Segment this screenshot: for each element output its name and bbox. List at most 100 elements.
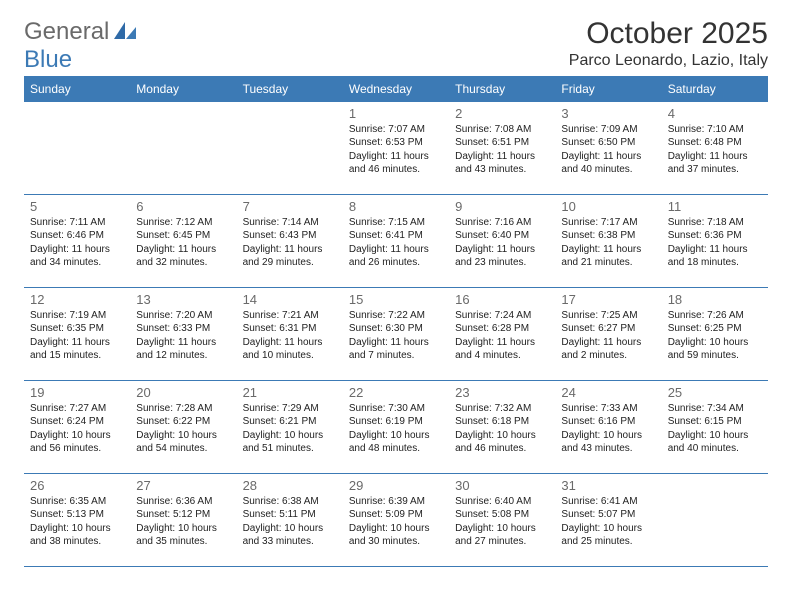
calendar-cell: 27Sunrise: 6:36 AMSunset: 5:12 PMDayligh… — [130, 473, 236, 566]
day-text: Sunrise: 7:18 AMSunset: 6:36 PMDaylight:… — [668, 216, 762, 270]
calendar-cell: 24 Sunrise: 7:33 AMSunset: 6:16 PMDayligh… — [555, 380, 661, 473]
day-number: 18 — [668, 292, 762, 307]
day-number: 29 — [349, 478, 443, 493]
calendar-cell: 30 Sunrise: 6:40 AMSunset: 5:08 PMDayligh… — [449, 473, 555, 566]
day-text — [30, 108, 124, 149]
day-header: Sunday — [24, 76, 130, 102]
calendar-row: 26Sunrise: 6:35 AMSunset: 5:13 PMDayligh… — [24, 473, 768, 566]
calendar-cell — [237, 102, 343, 195]
day-text: Sunrise: 7:24 AMSunset: 6:28 PMDaylight:… — [455, 309, 549, 363]
day-text: Sunrise: 7:19 AMSunset: 6:35 PMDaylight:… — [30, 309, 124, 363]
day-text: Sunrise: 7:16 AMSunset: 6:40 PMDaylight:… — [455, 216, 549, 270]
day-number: 24 — [561, 385, 655, 400]
day-number: 8 — [349, 199, 443, 214]
page: General October 2025 Parco Leonardo, Laz… — [0, 0, 792, 612]
calendar-cell: 11 Sunrise: 7:18 AMSunset: 6:36 PMDayligh… — [662, 194, 768, 287]
day-text: Sunrise: 7:14 AMSunset: 6:43 PMDaylight:… — [243, 216, 337, 270]
day-text: Sunrise: 6:39 AMSunset: 5:09 PMDaylight:… — [349, 495, 443, 549]
brand-logo: General — [24, 18, 136, 46]
calendar-row: 1 Sunrise: 7:07 AMSunset: 6:53 PMDaylight… — [24, 102, 768, 195]
calendar-cell: 7 Sunrise: 7:14 AMSunset: 6:43 PMDaylight… — [237, 194, 343, 287]
day-text: Sunrise: 7:21 AMSunset: 6:31 PMDaylight:… — [243, 309, 337, 363]
day-text: Sunrise: 7:20 AMSunset: 6:33 PMDaylight:… — [136, 309, 230, 363]
day-number: 11 — [668, 199, 762, 214]
day-header: Monday — [130, 76, 236, 102]
calendar-table: Sunday Monday Tuesday Wednesday Thursday… — [24, 76, 768, 566]
day-header: Wednesday — [343, 76, 449, 102]
calendar-header-row: Sunday Monday Tuesday Wednesday Thursday… — [24, 76, 768, 102]
day-text: Sunrise: 7:28 AMSunset: 6:22 PMDaylight:… — [136, 402, 230, 456]
calendar-cell: 2Sunrise: 7:08 AMSunset: 6:51 PMDaylight… — [449, 102, 555, 195]
day-text: Sunrise: 6:40 AMSunset: 5:08 PMDaylight:… — [455, 495, 549, 549]
calendar-cell: 14 Sunrise: 7:21 AMSunset: 6:31 PMDayligh… — [237, 287, 343, 380]
day-text: Sunrise: 7:07 AMSunset: 6:53 PMDaylight:… — [349, 123, 443, 177]
day-number: 16 — [455, 292, 549, 307]
day-text: Sunrise: 7:09 AMSunset: 6:50 PMDaylight:… — [561, 123, 655, 177]
calendar-row: 5 Sunrise: 7:11 AMSunset: 6:46 PMDaylight… — [24, 194, 768, 287]
day-text: Sunrise: 7:29 AMSunset: 6:21 PMDaylight:… — [243, 402, 337, 456]
day-text: Sunrise: 7:25 AMSunset: 6:27 PMDaylight:… — [561, 309, 655, 363]
day-text: Sunrise: 7:32 AMSunset: 6:18 PMDaylight:… — [455, 402, 549, 456]
day-number: 25 — [668, 385, 762, 400]
day-number: 22 — [349, 385, 443, 400]
day-number: 9 — [455, 199, 549, 214]
calendar-cell: 1 Sunrise: 7:07 AMSunset: 6:53 PMDaylight… — [343, 102, 449, 195]
title-block: October 2025 Parco Leonardo, Lazio, Ital… — [569, 18, 768, 70]
calendar-cell: 8 Sunrise: 7:15 AMSunset: 6:41 PMDaylight… — [343, 194, 449, 287]
calendar-body: 1 Sunrise: 7:07 AMSunset: 6:53 PMDaylight… — [24, 102, 768, 566]
day-number: 13 — [136, 292, 230, 307]
calendar-cell — [24, 102, 130, 195]
calendar-cell: 28 Sunrise: 6:38 AMSunset: 5:11 PMDayligh… — [237, 473, 343, 566]
day-text — [668, 480, 762, 521]
day-text — [136, 108, 230, 149]
day-text: Sunrise: 7:11 AMSunset: 6:46 PMDaylight:… — [30, 216, 124, 270]
day-text: Sunrise: 6:36 AMSunset: 5:12 PMDaylight:… — [136, 495, 230, 549]
day-number: 14 — [243, 292, 337, 307]
day-header: Saturday — [662, 76, 768, 102]
brand-text-general: General — [24, 18, 109, 46]
calendar-cell: 20 Sunrise: 7:28 AMSunset: 6:22 PMDayligh… — [130, 380, 236, 473]
day-number: 6 — [136, 199, 230, 214]
day-text — [243, 108, 337, 149]
day-text: Sunrise: 6:41 AMSunset: 5:07 PMDaylight:… — [561, 495, 655, 549]
location: Parco Leonardo, Lazio, Italy — [569, 52, 768, 70]
day-text: Sunrise: 7:33 AMSunset: 6:16 PMDaylight:… — [561, 402, 655, 456]
calendar-cell: 26Sunrise: 6:35 AMSunset: 5:13 PMDayligh… — [24, 473, 130, 566]
day-number: 10 — [561, 199, 655, 214]
calendar-cell: 23Sunrise: 7:32 AMSunset: 6:18 PMDayligh… — [449, 380, 555, 473]
calendar-cell: 16 Sunrise: 7:24 AMSunset: 6:28 PMDayligh… — [449, 287, 555, 380]
day-number: 21 — [243, 385, 337, 400]
calendar-cell: 5 Sunrise: 7:11 AMSunset: 6:46 PMDaylight… — [24, 194, 130, 287]
calendar-cell: 3 Sunrise: 7:09 AMSunset: 6:50 PMDaylight… — [555, 102, 661, 195]
day-header: Thursday — [449, 76, 555, 102]
calendar-cell: 10Sunrise: 7:17 AMSunset: 6:38 PMDayligh… — [555, 194, 661, 287]
day-number: 4 — [668, 106, 762, 121]
day-text: Sunrise: 7:12 AMSunset: 6:45 PMDaylight:… — [136, 216, 230, 270]
calendar-cell: 6 Sunrise: 7:12 AMSunset: 6:45 PMDaylight… — [130, 194, 236, 287]
day-header: Friday — [555, 76, 661, 102]
day-text: Sunrise: 7:15 AMSunset: 6:41 PMDaylight:… — [349, 216, 443, 270]
day-text: Sunrise: 6:38 AMSunset: 5:11 PMDaylight:… — [243, 495, 337, 549]
day-number: 20 — [136, 385, 230, 400]
day-number: 17 — [561, 292, 655, 307]
header: General October 2025 Parco Leonardo, Laz… — [24, 18, 768, 70]
month-title: October 2025 — [569, 18, 768, 50]
day-number: 3 — [561, 106, 655, 121]
day-number: 1 — [349, 106, 443, 121]
calendar-cell — [662, 473, 768, 566]
day-number: 19 — [30, 385, 124, 400]
calendar-cell: 22Sunrise: 7:30 AMSunset: 6:19 PMDayligh… — [343, 380, 449, 473]
day-number: 7 — [243, 199, 337, 214]
day-text: Sunrise: 7:22 AMSunset: 6:30 PMDaylight:… — [349, 309, 443, 363]
day-number: 5 — [30, 199, 124, 214]
day-header: Tuesday — [237, 76, 343, 102]
calendar-cell: 31Sunrise: 6:41 AMSunset: 5:07 PMDayligh… — [555, 473, 661, 566]
day-number: 30 — [455, 478, 549, 493]
bottom-rule — [24, 566, 768, 567]
calendar-cell: 13 Sunrise: 7:20 AMSunset: 6:33 PMDayligh… — [130, 287, 236, 380]
calendar-cell: 15Sunrise: 7:22 AMSunset: 6:30 PMDayligh… — [343, 287, 449, 380]
calendar-cell — [130, 102, 236, 195]
day-number: 28 — [243, 478, 337, 493]
calendar-cell: 4Sunrise: 7:10 AMSunset: 6:48 PMDaylight… — [662, 102, 768, 195]
day-text: Sunrise: 7:08 AMSunset: 6:51 PMDaylight:… — [455, 123, 549, 177]
